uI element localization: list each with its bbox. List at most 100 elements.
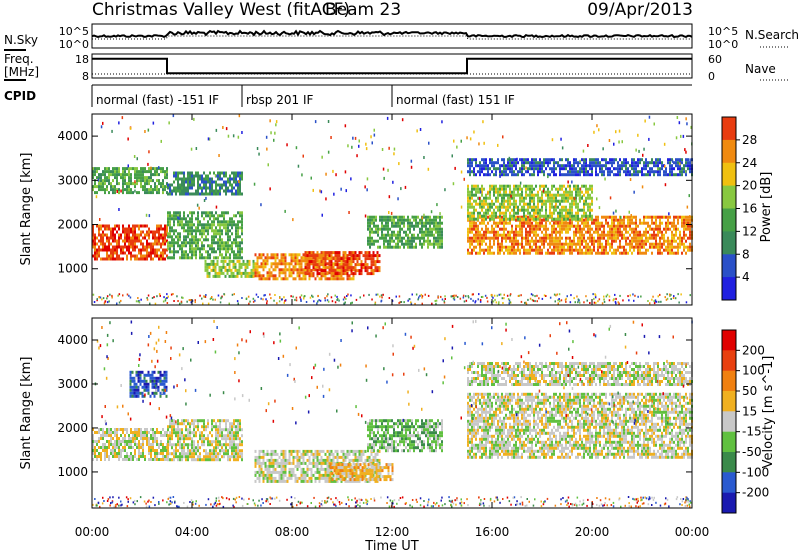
echo-cell	[567, 173, 569, 177]
echo-cell	[611, 158, 613, 162]
echo-cell	[116, 179, 118, 183]
scatter-cell	[482, 205, 485, 209]
echo-cell	[126, 230, 128, 234]
echo-cell	[579, 224, 581, 228]
echo-cell	[102, 230, 104, 234]
echo-cell	[425, 230, 427, 234]
noise-cell	[158, 293, 161, 296]
echo-cell	[154, 170, 156, 174]
scatter-cell	[478, 142, 480, 146]
echo-cell	[413, 218, 415, 222]
echo-cell	[138, 236, 140, 240]
echo-cell	[421, 233, 423, 237]
echo-cell	[197, 177, 199, 181]
echo-cell	[429, 242, 431, 246]
echo-cell	[338, 274, 341, 278]
echo-cell	[641, 173, 643, 177]
echo-cell	[509, 236, 511, 240]
echo-cell	[227, 256, 229, 260]
echo-cell	[475, 202, 477, 206]
echo-cell	[681, 170, 683, 174]
echo-cell	[659, 158, 661, 162]
echo-cell	[557, 239, 559, 243]
echo-cell	[667, 218, 669, 222]
scatter-cell	[497, 143, 499, 147]
echo-cell	[239, 247, 241, 251]
echo-cell	[569, 173, 571, 177]
echo-cell	[114, 185, 116, 189]
echo-cell	[203, 217, 205, 221]
echo-cell	[495, 236, 497, 240]
scatter-cell	[218, 154, 220, 157]
echo-cell	[543, 218, 545, 222]
echo-cell	[655, 170, 657, 174]
echo-cell	[537, 161, 539, 165]
noise-cell	[120, 299, 122, 302]
scatter-cell	[657, 167, 659, 171]
echo-cell	[94, 257, 96, 261]
echo-cell	[205, 250, 207, 254]
echo-cell	[575, 245, 577, 249]
echo-cell	[637, 248, 639, 252]
echo-cell	[92, 167, 94, 171]
echo-cell	[571, 196, 573, 200]
echo-cell	[595, 167, 597, 171]
echo-cell	[274, 256, 277, 260]
noise-cell	[592, 293, 594, 296]
noise-cell	[583, 301, 585, 304]
echo-cell	[110, 257, 112, 261]
echo-cell	[298, 253, 301, 257]
echo-cell	[280, 253, 283, 257]
echo-cell	[314, 263, 317, 267]
echo-cell	[189, 177, 191, 181]
noise-cell	[593, 301, 596, 304]
echo-cell	[201, 247, 203, 251]
echo-cell	[497, 161, 499, 165]
echo-cell	[569, 187, 571, 191]
echo-cell	[507, 217, 509, 221]
echo-cell	[232, 259, 235, 263]
echo-cell	[611, 233, 613, 237]
echo-cell	[685, 173, 687, 177]
echo-cell	[471, 236, 473, 240]
echo-cell	[663, 173, 665, 177]
echo-cell	[225, 171, 227, 175]
echo-cell	[427, 236, 429, 240]
echo-cell	[381, 221, 383, 225]
echo-cell	[227, 247, 229, 251]
echo-cell	[185, 223, 187, 227]
echo-cell	[633, 170, 635, 174]
echo-cell	[631, 218, 633, 222]
echo-cell	[505, 245, 507, 249]
noise-cell	[557, 299, 559, 302]
echo-cell	[501, 211, 503, 215]
echo-cell	[189, 232, 191, 236]
echo-cell	[517, 242, 519, 246]
echo-cell	[162, 233, 164, 237]
echo-cell	[491, 161, 493, 165]
echo-cell	[571, 214, 573, 218]
echo-cell	[565, 211, 567, 215]
echo-cell	[581, 214, 583, 218]
echo-cell	[197, 238, 199, 242]
echo-cell	[581, 190, 583, 194]
echo-cell	[623, 227, 625, 231]
echo-cell	[657, 224, 659, 228]
echo-cell	[571, 224, 573, 228]
noise-cell	[313, 300, 315, 303]
echo-cell	[489, 187, 491, 191]
echo-cell	[477, 236, 479, 240]
echo-cell	[304, 268, 307, 272]
echo-cell	[140, 254, 142, 258]
echo-cell	[169, 211, 171, 215]
echo-cell	[585, 196, 587, 200]
echo-cell	[124, 233, 126, 237]
echo-cell	[189, 171, 191, 175]
echo-cell	[493, 161, 495, 165]
echo-cell	[543, 184, 545, 188]
echo-cell	[493, 202, 495, 206]
echo-cell	[225, 174, 227, 178]
noise-cell	[303, 295, 305, 298]
scatter-cell	[439, 212, 441, 216]
echo-cell	[354, 269, 357, 273]
